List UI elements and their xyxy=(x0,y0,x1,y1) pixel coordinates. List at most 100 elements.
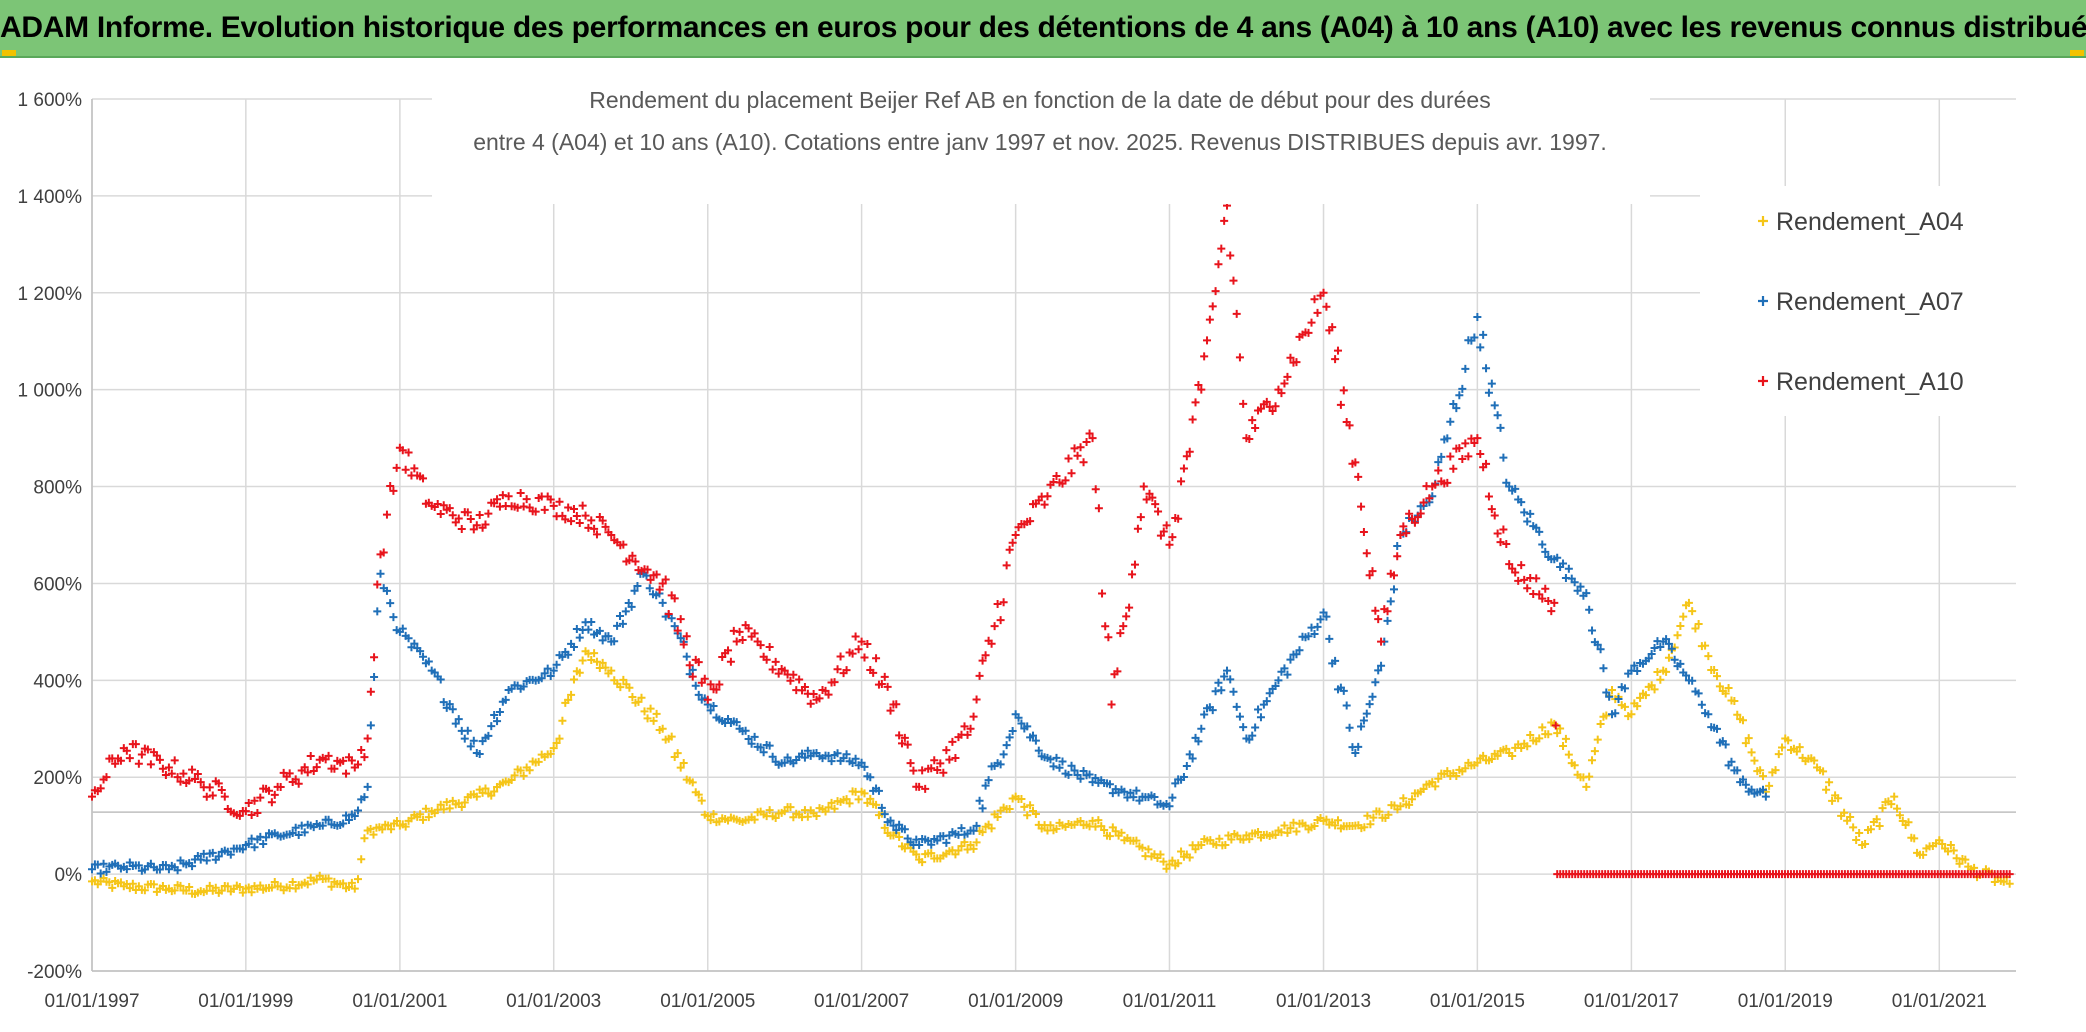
data-point xyxy=(350,884,359,893)
data-point xyxy=(1895,811,1904,820)
data-point xyxy=(1458,454,1467,463)
data-point xyxy=(567,517,576,526)
data-point xyxy=(1070,766,1079,775)
data-point xyxy=(1532,574,1541,583)
data-point xyxy=(584,625,593,634)
data-point xyxy=(1759,785,1767,794)
data-point xyxy=(416,810,425,819)
data-point xyxy=(1139,482,1148,491)
data-point xyxy=(1280,379,1289,388)
data-point xyxy=(886,816,895,825)
data-point xyxy=(1866,825,1875,834)
data-point xyxy=(1476,450,1485,459)
x-tick-label: 01/01/2005 xyxy=(660,991,755,1012)
data-point xyxy=(324,874,333,883)
data-point xyxy=(1132,836,1141,845)
data-point xyxy=(1691,624,1700,633)
data-point xyxy=(1064,770,1073,779)
data-point xyxy=(339,819,348,828)
data-point xyxy=(549,501,558,510)
data-point xyxy=(712,685,721,694)
data-point xyxy=(724,646,733,655)
data-point xyxy=(860,762,869,771)
y-tick-label: 1 000% xyxy=(18,381,83,402)
data-point xyxy=(587,516,596,525)
data-point xyxy=(912,850,921,859)
data-point xyxy=(646,704,655,713)
data-point xyxy=(498,491,507,500)
data-point xyxy=(1262,397,1271,406)
data-point xyxy=(1611,709,1620,718)
data-point xyxy=(1354,742,1363,751)
data-point xyxy=(1375,807,1384,816)
data-point xyxy=(445,700,454,709)
data-point xyxy=(179,769,188,778)
data-point xyxy=(1156,850,1165,859)
data-point xyxy=(703,811,712,820)
data-point xyxy=(256,793,265,802)
data-point xyxy=(270,878,279,887)
data-point xyxy=(1476,343,1485,352)
data-point xyxy=(836,652,845,661)
data-point xyxy=(756,743,765,752)
data-point xyxy=(996,616,1005,625)
data-point xyxy=(628,693,637,702)
data-point xyxy=(1319,608,1328,617)
data-point xyxy=(945,755,954,764)
data-point xyxy=(1517,498,1526,507)
data-point xyxy=(173,773,182,782)
data-point xyxy=(1455,444,1464,453)
data-point xyxy=(1229,687,1238,696)
data-point xyxy=(954,846,963,855)
data-point xyxy=(1386,597,1395,606)
data-point xyxy=(558,716,567,725)
data-point xyxy=(942,746,951,755)
data-point xyxy=(300,828,309,837)
data-point xyxy=(1904,818,1913,827)
data-point xyxy=(1564,750,1573,759)
data-point xyxy=(1704,710,1713,719)
data-point xyxy=(1061,476,1070,485)
data-point xyxy=(202,792,211,801)
data-point xyxy=(933,765,942,774)
data-point xyxy=(803,812,812,821)
data-point xyxy=(842,750,851,759)
data-point xyxy=(1765,781,1774,790)
data-point xyxy=(1596,719,1605,728)
data-point xyxy=(1792,747,1801,756)
data-point xyxy=(122,865,131,874)
data-point xyxy=(140,886,149,895)
data-point xyxy=(155,755,164,764)
data-point xyxy=(1174,514,1183,523)
data-point xyxy=(1046,821,1055,830)
data-point xyxy=(1159,527,1168,536)
data-point xyxy=(726,657,735,666)
data-point xyxy=(886,706,895,715)
data-point xyxy=(360,753,369,762)
data-point xyxy=(116,756,125,765)
data-point xyxy=(1339,386,1348,395)
data-point xyxy=(1961,855,1970,864)
data-point xyxy=(619,675,628,684)
data-point xyxy=(235,811,244,820)
data-point xyxy=(1154,507,1163,516)
data-point xyxy=(732,718,741,727)
data-point xyxy=(155,865,164,874)
data-point xyxy=(1389,571,1398,580)
data-point xyxy=(1795,743,1804,752)
data-point xyxy=(601,522,610,531)
data-point xyxy=(744,624,753,633)
data-point xyxy=(1890,792,1899,801)
data-point xyxy=(685,661,694,670)
data-point xyxy=(1322,612,1331,621)
data-point xyxy=(1553,553,1562,562)
data-point xyxy=(1425,494,1434,503)
data-point xyxy=(1191,845,1200,854)
data-point xyxy=(909,766,918,775)
data-point xyxy=(652,709,661,718)
data-point xyxy=(247,888,256,897)
data-point xyxy=(1511,568,1520,577)
data-point xyxy=(592,530,601,539)
data-point xyxy=(969,826,978,835)
data-point xyxy=(1208,706,1217,715)
